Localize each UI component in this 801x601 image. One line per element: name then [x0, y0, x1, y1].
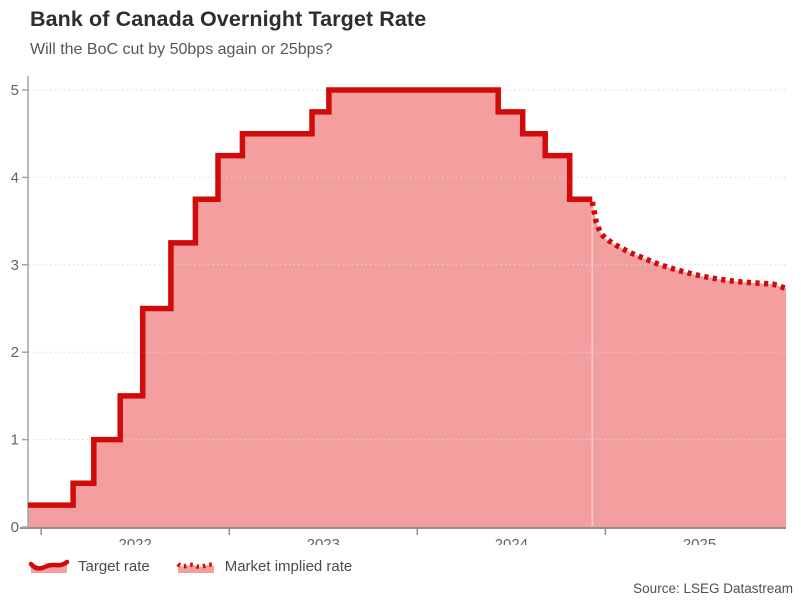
- x-tick-label: 2023: [307, 536, 340, 545]
- target-rate-line: [28, 87, 593, 508]
- legend-label: Target rate: [78, 557, 150, 575]
- solid-wave-line-icon: [28, 559, 70, 573]
- market-implied-rate-line: [589, 201, 787, 292]
- x-tick-label: 2022: [119, 536, 152, 545]
- x-tick-label: 2025: [683, 536, 716, 545]
- y-tick-label: 3: [11, 257, 19, 274]
- y-tick-label: 1: [11, 432, 19, 449]
- dotted-wave-line-icon: [176, 562, 215, 573]
- x-tick-label: 2024: [495, 536, 528, 545]
- legend-item-target-rate[interactable]: Target rate: [28, 556, 150, 576]
- legend: Target rate Market implied rate: [28, 556, 352, 576]
- page-title: Bank of Canada Overnight Target Rate: [30, 7, 427, 31]
- chart-subtitle: Will the BoC cut by 50bps again or 25bps…: [30, 41, 333, 58]
- area-fill: [28, 90, 786, 527]
- y-tick-label: 5: [11, 82, 19, 99]
- y-tick-label: 0: [11, 519, 19, 536]
- rate-chart: 0 1 2 3 4 5 2022 2023 2024 2025: [11, 76, 787, 545]
- legend-label: Market implied rate: [224, 557, 353, 575]
- y-tick-label: 2: [11, 344, 19, 361]
- legend-item-market-implied-rate[interactable]: Market implied rate: [175, 556, 353, 576]
- y-tick-label: 4: [11, 169, 19, 186]
- source-credit: Source: LSEG Datastream: [633, 581, 793, 596]
